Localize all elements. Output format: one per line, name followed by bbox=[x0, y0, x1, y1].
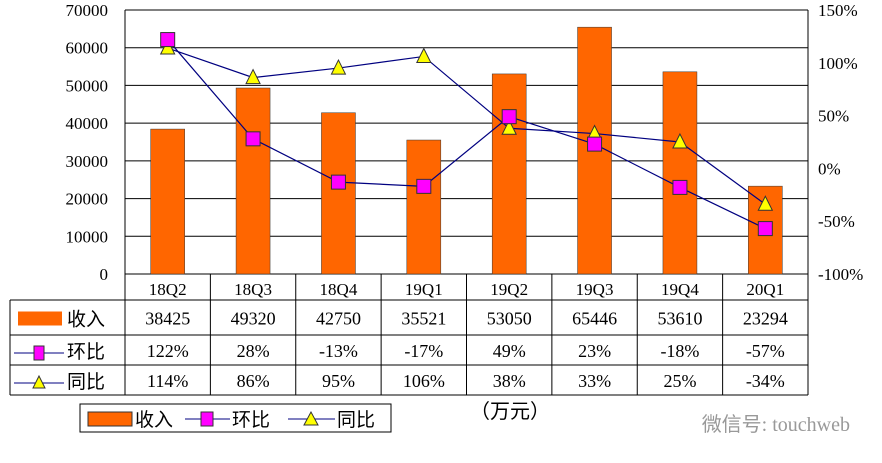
marker-square bbox=[416, 178, 432, 194]
marker-triangle bbox=[416, 47, 432, 63]
marker-square bbox=[587, 136, 603, 152]
marker-triangle bbox=[672, 132, 688, 149]
table-cell: -13% bbox=[319, 341, 358, 361]
marker-square bbox=[33, 345, 45, 361]
table-cell: 25% bbox=[663, 371, 696, 391]
table-cell: -18% bbox=[660, 341, 699, 361]
table-cell: 33% bbox=[578, 371, 611, 391]
left-tick-label: 20000 bbox=[66, 190, 109, 209]
table-cell: 49320 bbox=[231, 309, 276, 329]
bar-18Q3 bbox=[235, 87, 271, 275]
bar-19Q1 bbox=[406, 139, 442, 275]
table-cell: 65446 bbox=[572, 309, 617, 329]
table-cell: 28% bbox=[237, 341, 270, 361]
marker-triangle bbox=[303, 410, 319, 426]
category-label: 18Q3 bbox=[234, 280, 272, 299]
unit-label: （万元） bbox=[470, 400, 550, 423]
legend-label: 环比 bbox=[232, 409, 270, 431]
marker-square bbox=[757, 221, 773, 237]
right-tick-label: 50% bbox=[818, 107, 849, 126]
left-tick-label: 70000 bbox=[66, 1, 109, 20]
line-环比 bbox=[167, 39, 766, 230]
left-tick-label: 0 bbox=[100, 265, 109, 284]
legend-label: 同比 bbox=[337, 409, 375, 431]
watermark: 微信号: touchweb bbox=[702, 413, 850, 436]
marker-square bbox=[245, 131, 261, 147]
left-tick-label: 30000 bbox=[66, 152, 109, 171]
left-tick-label: 10000 bbox=[66, 227, 109, 246]
legend-key-bar bbox=[18, 311, 62, 326]
table-cell: -57% bbox=[746, 341, 785, 361]
category-label: 19Q1 bbox=[405, 280, 443, 299]
bar-18Q4 bbox=[321, 112, 356, 275]
marker-triangle bbox=[757, 195, 774, 211]
right-tick-label: 100% bbox=[818, 54, 858, 73]
category-label: 19Q2 bbox=[490, 280, 528, 299]
table-cell: 42750 bbox=[316, 309, 361, 329]
marker-square bbox=[200, 411, 214, 427]
table-cell: 23294 bbox=[743, 309, 788, 329]
table-cell: 86% bbox=[237, 371, 270, 391]
marker-square bbox=[672, 179, 688, 195]
marker-square bbox=[330, 174, 346, 190]
left-tick-label: 60000 bbox=[66, 39, 109, 58]
marker-triangle bbox=[32, 374, 46, 389]
table-cell: 95% bbox=[322, 371, 355, 391]
marker-square bbox=[501, 109, 517, 125]
row-label: 收入 bbox=[67, 309, 105, 331]
category-label: 18Q2 bbox=[149, 280, 187, 299]
table-cell: 53050 bbox=[487, 309, 532, 329]
left-tick-label: 40000 bbox=[66, 114, 109, 133]
category-label: 19Q4 bbox=[661, 280, 699, 299]
marker-square bbox=[160, 32, 176, 48]
table-cell: 49% bbox=[493, 341, 526, 361]
marker-triangle bbox=[501, 119, 517, 135]
right-tick-label: -50% bbox=[818, 212, 855, 231]
line-同比 bbox=[167, 47, 766, 205]
table-cell: 35521 bbox=[401, 309, 446, 329]
right-tick-label: -100% bbox=[818, 265, 863, 284]
bar-18Q2 bbox=[150, 128, 185, 275]
category-label: 18Q4 bbox=[320, 280, 358, 299]
table-cell: -34% bbox=[746, 371, 785, 391]
table-cell: 38% bbox=[493, 371, 526, 391]
left-tick-label: 50000 bbox=[66, 76, 109, 95]
marker-triangle bbox=[330, 58, 347, 75]
table-cell: 23% bbox=[578, 341, 611, 361]
table-cell: 53610 bbox=[657, 309, 702, 329]
category-label: 19Q3 bbox=[576, 280, 614, 299]
table-cell: -17% bbox=[404, 341, 443, 361]
table-cell: 114% bbox=[147, 371, 188, 391]
table-cell: 38425 bbox=[145, 309, 190, 329]
legend-label: 收入 bbox=[135, 409, 173, 431]
category-label: 20Q1 bbox=[746, 280, 784, 299]
legend-key-bar bbox=[87, 411, 133, 427]
row-label: 同比 bbox=[67, 371, 105, 393]
bar-19Q4 bbox=[662, 71, 698, 275]
marker-triangle bbox=[245, 68, 261, 85]
right-tick-label: 150% bbox=[818, 1, 858, 20]
table-cell: 106% bbox=[403, 371, 445, 391]
bar-19Q2 bbox=[491, 73, 527, 275]
right-tick-label: 0% bbox=[818, 159, 841, 178]
table-cell: 122% bbox=[147, 341, 189, 361]
row-label: 环比 bbox=[67, 341, 105, 363]
